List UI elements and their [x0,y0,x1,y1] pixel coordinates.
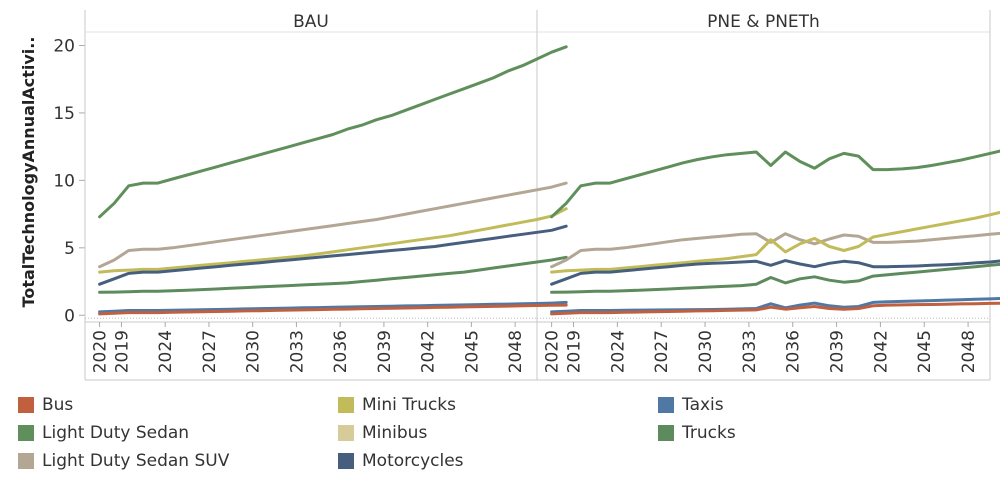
legend-label: Bus [42,395,74,415]
y-tick-label: 10 [53,171,75,191]
x-tick-label: 2030 [244,330,264,373]
x-tick-label: 2020 [91,330,111,373]
x-tick-label: 2019 [112,330,132,373]
legend-label: Taxis [682,395,724,415]
x-tick-label: 2039 [375,330,395,373]
x-tick-label: 2042 [871,330,891,373]
legend-swatch [18,425,34,441]
x-tick-label: 2027 [200,330,220,373]
legend-label: Light Duty Sedan [42,423,190,443]
legend-item-mini-trucks: Mini Trucks [338,392,456,418]
panel-title: BAU [293,12,329,32]
y-tick-label: 0 [64,306,75,326]
legend-item-taxis: Taxis [658,392,724,418]
x-tick-label: 2030 [696,330,716,373]
y-axis-label: TotalTechnologyAnnualActivi.. [19,37,38,308]
line-chart: TotalTechnologyAnnualActivi.. 0 5 10 15 20 BA… [19,10,1000,381]
legend-item-bus: Bus [18,392,73,418]
series-line-light-duty-sedan-suv [550,231,1000,269]
x-tick-label: 2036 [784,330,804,373]
legend-item-light-duty-sedan: Light Duty Sedan [18,420,189,446]
x-tick-label: 2036 [331,330,351,373]
x-tick-label: 2024 [156,330,176,373]
legend-swatch [18,453,34,469]
x-tick-label: 2048 [506,330,526,373]
x-tick-label: 2033 [740,330,760,373]
legend-swatch [658,425,674,441]
legend-swatch [658,397,674,413]
x-tick-label: 2019 [565,330,585,373]
series-line-light-duty-sedan-suv [98,181,568,269]
legend-label: Light Duty Sedan SUV [42,451,230,471]
legend-swatch [338,397,354,413]
series-line-motorcycles [98,224,568,286]
series-line-mini-trucks [550,210,1000,274]
series-line-taxis [98,300,568,314]
y-tick-label: 15 [53,104,75,124]
series-line-trucks [98,255,568,294]
x-tick-label: 2033 [287,330,307,373]
series-line-trucks [550,262,1000,294]
y-tick-label: 20 [53,36,75,56]
legend-label: Motorcycles [362,451,464,471]
series-line-bus [98,303,568,316]
series-line-light-duty-sedan [550,149,1000,219]
series-line-light-duty-sedan [98,45,568,219]
panel-title: PNE & PNETh [707,12,820,32]
series-line-motorcycles [550,259,1000,286]
x-tick-label: 2039 [828,330,848,373]
legend-item-minibus: Minibus [338,420,427,446]
x-tick-label: 2027 [652,330,672,373]
x-tick-label: 2045 [915,330,935,373]
legend-item-trucks: Trucks [658,420,736,446]
legend-swatch [338,453,354,469]
legend-item-light-duty-sedan-suv: Light Duty Sedan SUV [18,448,229,474]
legend-label: Trucks [682,423,736,443]
legend-label: Mini Trucks [362,395,456,415]
x-tick-label: 2048 [959,330,979,373]
series-line-bus [550,301,1000,316]
x-tick-label: 2020 [543,330,563,373]
x-tick-label: 2045 [462,330,482,373]
panel-2: PNE & PNETh 2020 2019 2024 2027 2030 2033 2036 2… [537,10,1000,380]
x-tick-label: 2024 [608,330,628,373]
chart-legend: Bus Mini Trucks Taxis Light Duty Sedan Minib… [0,392,1000,500]
legend-label: Minibus [362,423,428,443]
legend-swatch [18,397,34,413]
series-line-mini-trucks [98,207,568,274]
legend-swatch [338,425,354,441]
legend-item-motorcycles: Motorcycles [338,448,464,474]
y-tick-label: 5 [64,239,75,259]
x-tick-label: 2042 [419,330,439,373]
